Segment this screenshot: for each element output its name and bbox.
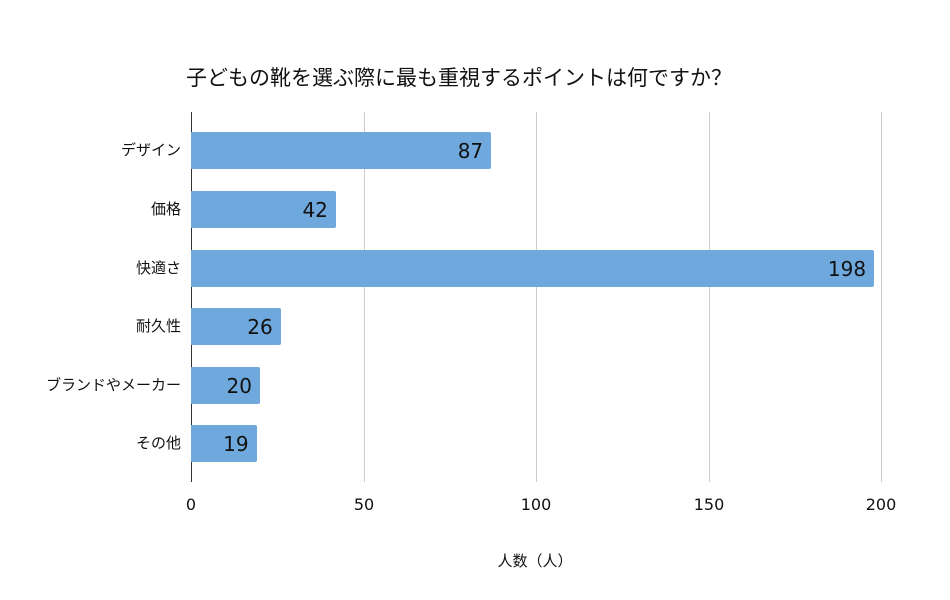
- category-label-price: 価格: [150, 200, 181, 218]
- bar-durability: 26: [191, 308, 281, 345]
- plot-area: 87 42 198 26 20 19: [191, 112, 882, 482]
- x-axis-title: 人数（人）: [0, 550, 950, 571]
- bar-value-label: 42: [302, 198, 328, 222]
- x-tick-100: 100: [520, 495, 552, 514]
- gridline-50: [364, 112, 365, 482]
- category-label-design: デザイン: [120, 141, 181, 159]
- gridline-200: [881, 112, 882, 482]
- bar-price: 42: [191, 191, 336, 228]
- category-label-durability: 耐久性: [135, 317, 181, 335]
- bar-value-label: 87: [457, 139, 484, 163]
- x-tick-50: 50: [353, 495, 375, 514]
- chart-title: 子どもの靴を選ぶ際に最も重視するポイントは何ですか？: [0, 62, 950, 92]
- bar-other: 19: [191, 425, 257, 462]
- x-tick-0: 0: [185, 495, 197, 514]
- x-tick-200: 200: [865, 495, 897, 514]
- bar-value-label: 198: [827, 257, 867, 281]
- chart-title-text: 子どもの靴を選ぶ際に最も重視するポイントは何ですか？: [186, 66, 732, 90]
- bar-brand: 20: [191, 367, 260, 404]
- bar-value-label: 19: [223, 432, 249, 456]
- gridline-150: [709, 112, 710, 482]
- category-label-other: その他: [135, 434, 181, 452]
- category-label-comfort: 快適さ: [135, 259, 181, 277]
- x-tick-150: 150: [693, 495, 725, 514]
- gridline-100: [536, 112, 537, 482]
- x-axis-title-text: 人数（人）: [497, 552, 573, 570]
- bar-design: 87: [191, 132, 492, 169]
- bar-comfort: 198: [191, 250, 875, 287]
- bar-value-label: 20: [226, 374, 252, 398]
- category-label-brand: ブランドやメーカー: [45, 376, 181, 394]
- bar-value-label: 26: [247, 315, 273, 339]
- y-axis-line: [191, 112, 192, 482]
